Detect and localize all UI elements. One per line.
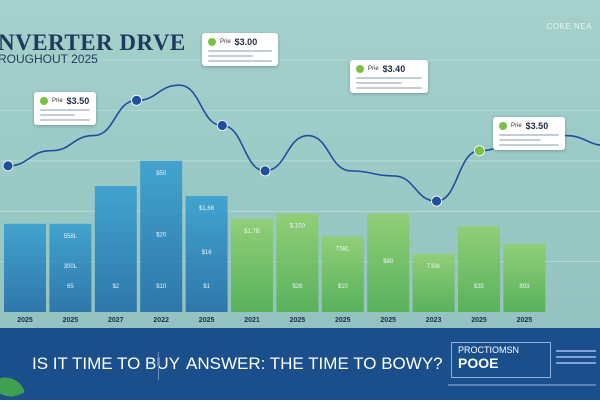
callout-text-line — [40, 109, 90, 111]
bar-value-label: $35 — [474, 284, 485, 290]
x-tick-label: 2025 — [335, 317, 351, 324]
x-tick-label: 2025 — [63, 317, 79, 324]
callout-text-line — [356, 77, 422, 79]
callout-text-line — [499, 144, 559, 146]
x-tick-label: 2027 — [108, 317, 124, 324]
bar-label-layer: 558L 300L 65 $2 $50 $20 $10 $1,66 $16 $1 $1,7B $,10… — [64, 171, 530, 290]
bar — [185, 196, 228, 312]
bar-value-label: T58L — [336, 246, 350, 252]
callout-text-line — [356, 82, 403, 84]
bar-value-label: $1 — [203, 284, 210, 290]
bar-layer — [4, 160, 546, 312]
brand-name-line2: POOE — [458, 355, 499, 371]
x-tick-label: 2025 — [517, 317, 533, 324]
callout-label: Prie — [220, 39, 231, 45]
x-tick-label: 2023 — [426, 317, 442, 324]
chart-subtitle: ROUGHOUT 2025 — [0, 52, 98, 66]
x-tick-layer: 2025 2025 2027 2022 2025 2021 2025 2025 2025 2023… — [17, 317, 532, 324]
bar — [4, 223, 46, 312]
callout-text-line — [208, 60, 272, 62]
chart-title: NVERTER DRVE — [0, 30, 186, 55]
chart-canvas: 558L 300L 65 $2 $50 $20 $10 $1,66 $16 $1 $1,7B $,10… — [0, 59, 600, 324]
bar-value-label: $10 — [156, 284, 167, 290]
price-callout: Prie $3.00 — [202, 33, 278, 66]
line-marker — [216, 120, 228, 131]
callout-text-line — [499, 134, 559, 136]
footer-answer: ANSWER: THE TIME TO BOWY? — [186, 354, 443, 373]
price-callout: Prie $3.50 — [34, 92, 96, 125]
green-dot-icon — [40, 97, 48, 105]
bar-value-label: 300L — [64, 264, 78, 270]
x-tick-label: 2025 — [471, 317, 487, 324]
callout-text-line — [208, 55, 253, 57]
bar-value-label: $,100 — [290, 224, 306, 230]
footer-divider — [158, 352, 159, 380]
price-callout: Prie $3.40 — [350, 60, 428, 93]
callout-text-line — [499, 139, 541, 141]
bar — [140, 160, 183, 312]
line-marker — [431, 195, 442, 207]
x-tick-label: 2022 — [153, 317, 169, 324]
callout-label: Prie — [511, 123, 522, 129]
callout-label: Prie — [52, 98, 63, 104]
bar-value-label: $16 — [202, 250, 213, 256]
line-marker — [474, 145, 485, 157]
bar — [458, 226, 500, 312]
bar-value-label: 558L — [64, 234, 78, 240]
bar-value-label: $26 — [292, 284, 303, 290]
bar-value-label: $20 — [156, 232, 167, 238]
green-dot-icon — [208, 38, 216, 46]
callout-price: $3.50 — [525, 121, 549, 131]
line-marker — [259, 165, 271, 177]
callout-text-line — [40, 114, 75, 116]
bar — [367, 213, 410, 312]
leaf-icon — [0, 371, 25, 402]
bar-value-label: T33k — [427, 264, 441, 270]
callout-text-line — [40, 119, 90, 121]
bar-value-label: 65 — [67, 284, 74, 290]
callout-label: Prie — [368, 66, 379, 72]
callout-price: $3.00 — [234, 37, 258, 47]
bar — [94, 186, 137, 312]
x-tick-label: 2021 — [244, 317, 260, 324]
bar-value-label: $80 — [383, 259, 394, 265]
footer-question: IS IT TIME TO BUY — [32, 354, 181, 373]
x-tick-label: 2025 — [199, 317, 215, 324]
bar — [412, 254, 455, 312]
bar-value-label: $93 — [519, 284, 530, 290]
brand-logo-frame — [451, 342, 551, 378]
bar — [321, 236, 364, 312]
price-callout: Prie $3.50 — [493, 117, 565, 150]
x-tick-label: 2025 — [290, 317, 306, 324]
line-marker — [2, 160, 14, 172]
callout-price: $3.50 — [66, 96, 90, 106]
chart-area: 558L 300L 65 $2 $50 $20 $10 $1,66 $16 $1 $1,7B $,10… — [0, 0, 600, 328]
callout-price: $3.40 — [382, 64, 406, 74]
bar-value-label: $1,7B — [244, 229, 260, 235]
corner-text: COKE NEA — [546, 22, 592, 31]
callout-text-line — [356, 87, 422, 89]
bar-value-label: $10 — [338, 284, 349, 290]
bar-value-label: $2 — [112, 284, 119, 290]
footer-fine-print — [448, 384, 596, 386]
brand-name-line1: PROCTIOMSN — [458, 345, 520, 355]
brand-tagline — [556, 350, 596, 368]
bar — [49, 223, 92, 312]
bar-value-label: $50 — [156, 171, 167, 177]
x-tick-label: 2025 — [380, 317, 396, 324]
x-tick-label: 2025 — [17, 317, 33, 324]
footer-banner: IS IT TIME TO BUY ANSWER: THE TIME TO BO… — [0, 328, 600, 402]
bar-value-label: $1,66 — [199, 206, 215, 212]
bar — [276, 213, 319, 312]
bar — [231, 218, 273, 312]
green-dot-icon — [356, 65, 364, 73]
bar — [503, 243, 546, 312]
green-dot-icon — [499, 122, 507, 130]
line-marker — [131, 94, 142, 106]
callout-text-line — [208, 50, 272, 52]
